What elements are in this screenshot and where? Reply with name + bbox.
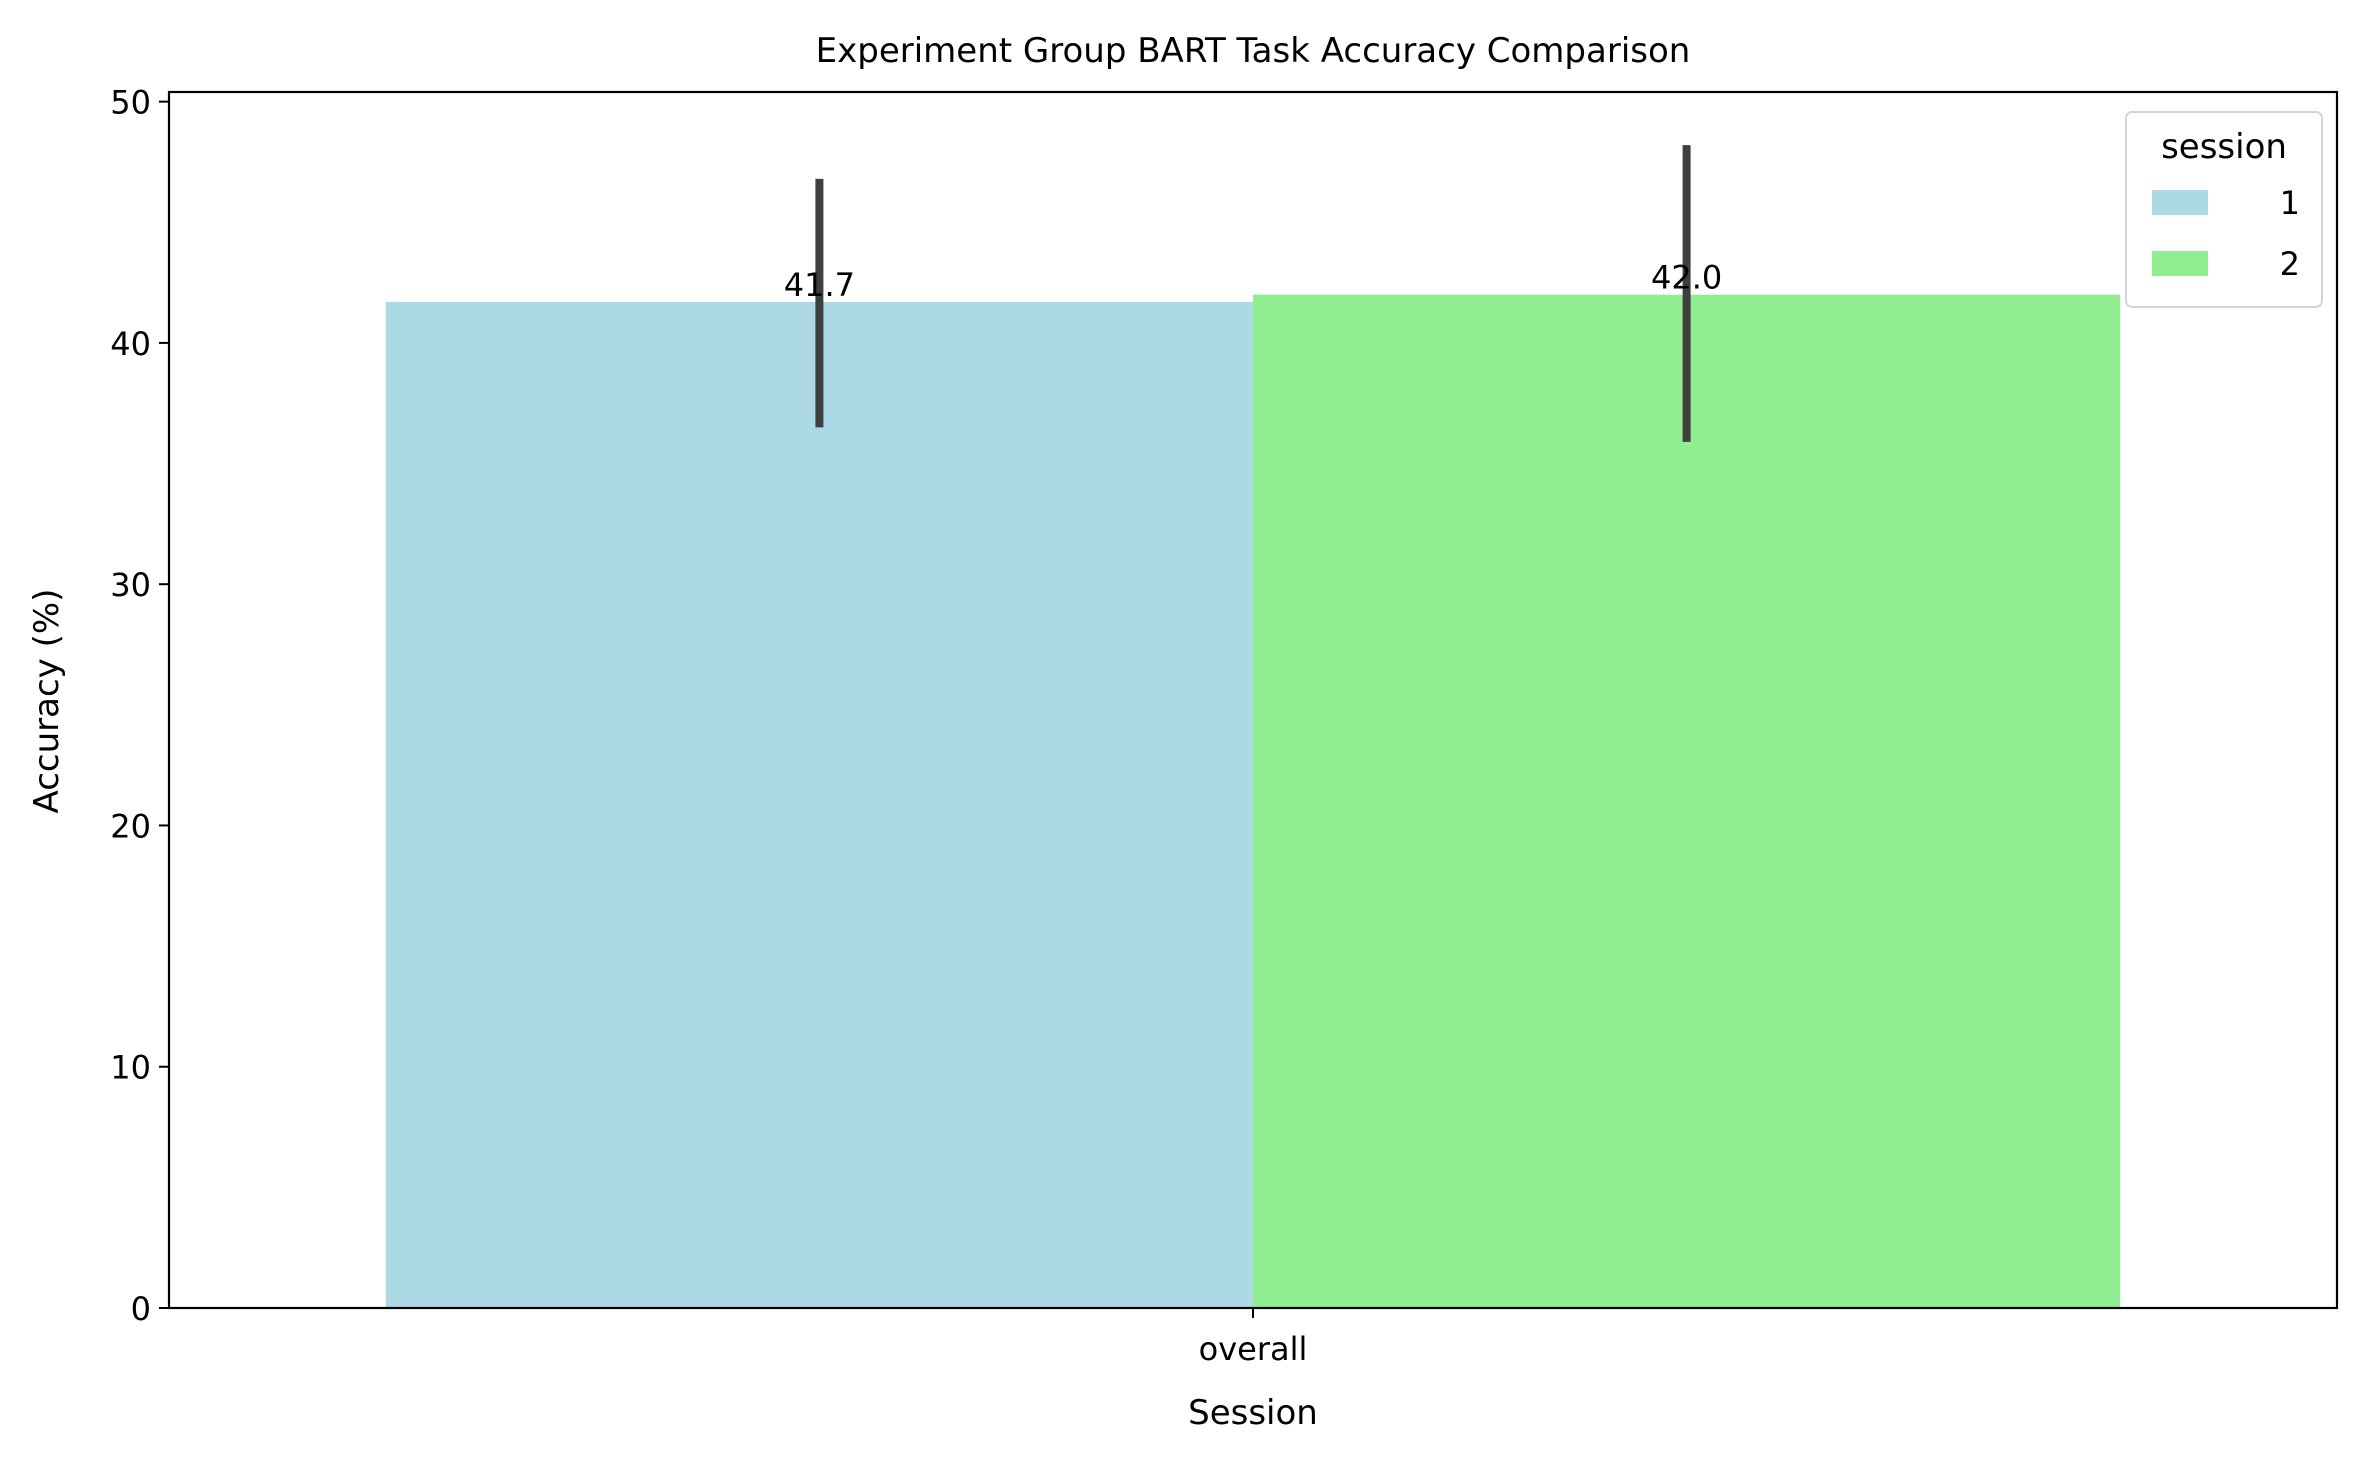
bar-session-2	[1253, 294, 2121, 1309]
chart-title: Experiment Group BART Task Accuracy Comp…	[816, 31, 1691, 71]
legend-title: session	[2161, 127, 2287, 167]
y-axis-label: Accuracy (%)	[27, 589, 67, 814]
x-axis: overall	[1199, 1308, 1308, 1368]
bar-session-1	[385, 301, 1253, 1308]
y-axis: 0 10 20 30 40 50	[110, 84, 169, 1328]
legend-label-1: 1	[2280, 184, 2300, 222]
y-tick-label: 50	[110, 84, 151, 122]
legend-swatch-2	[2152, 251, 2208, 276]
bar-value-label: 42.0	[1651, 259, 1722, 297]
y-tick-label: 30	[110, 566, 151, 604]
y-tick-label: 40	[110, 325, 151, 363]
bar-value-label: 41.7	[784, 266, 855, 304]
plot-frame	[167, 90, 2339, 1310]
y-tick-label: 0	[131, 1290, 151, 1328]
x-axis-label: Session	[1188, 1393, 1318, 1433]
y-tick-label: 10	[110, 1049, 151, 1087]
bars-layer	[385, 294, 2121, 1309]
legend-items: 12	[2152, 184, 2300, 283]
x-tick-label: overall	[1199, 1330, 1308, 1368]
value-labels-layer: 41.7 42.0	[784, 259, 1722, 304]
y-tick-label: 20	[110, 807, 151, 845]
legend-swatch-1	[2152, 190, 2208, 215]
errorbars-layer	[815, 145, 1691, 442]
legend-label-2: 2	[2280, 245, 2300, 283]
legend: session 12	[2125, 111, 2323, 308]
